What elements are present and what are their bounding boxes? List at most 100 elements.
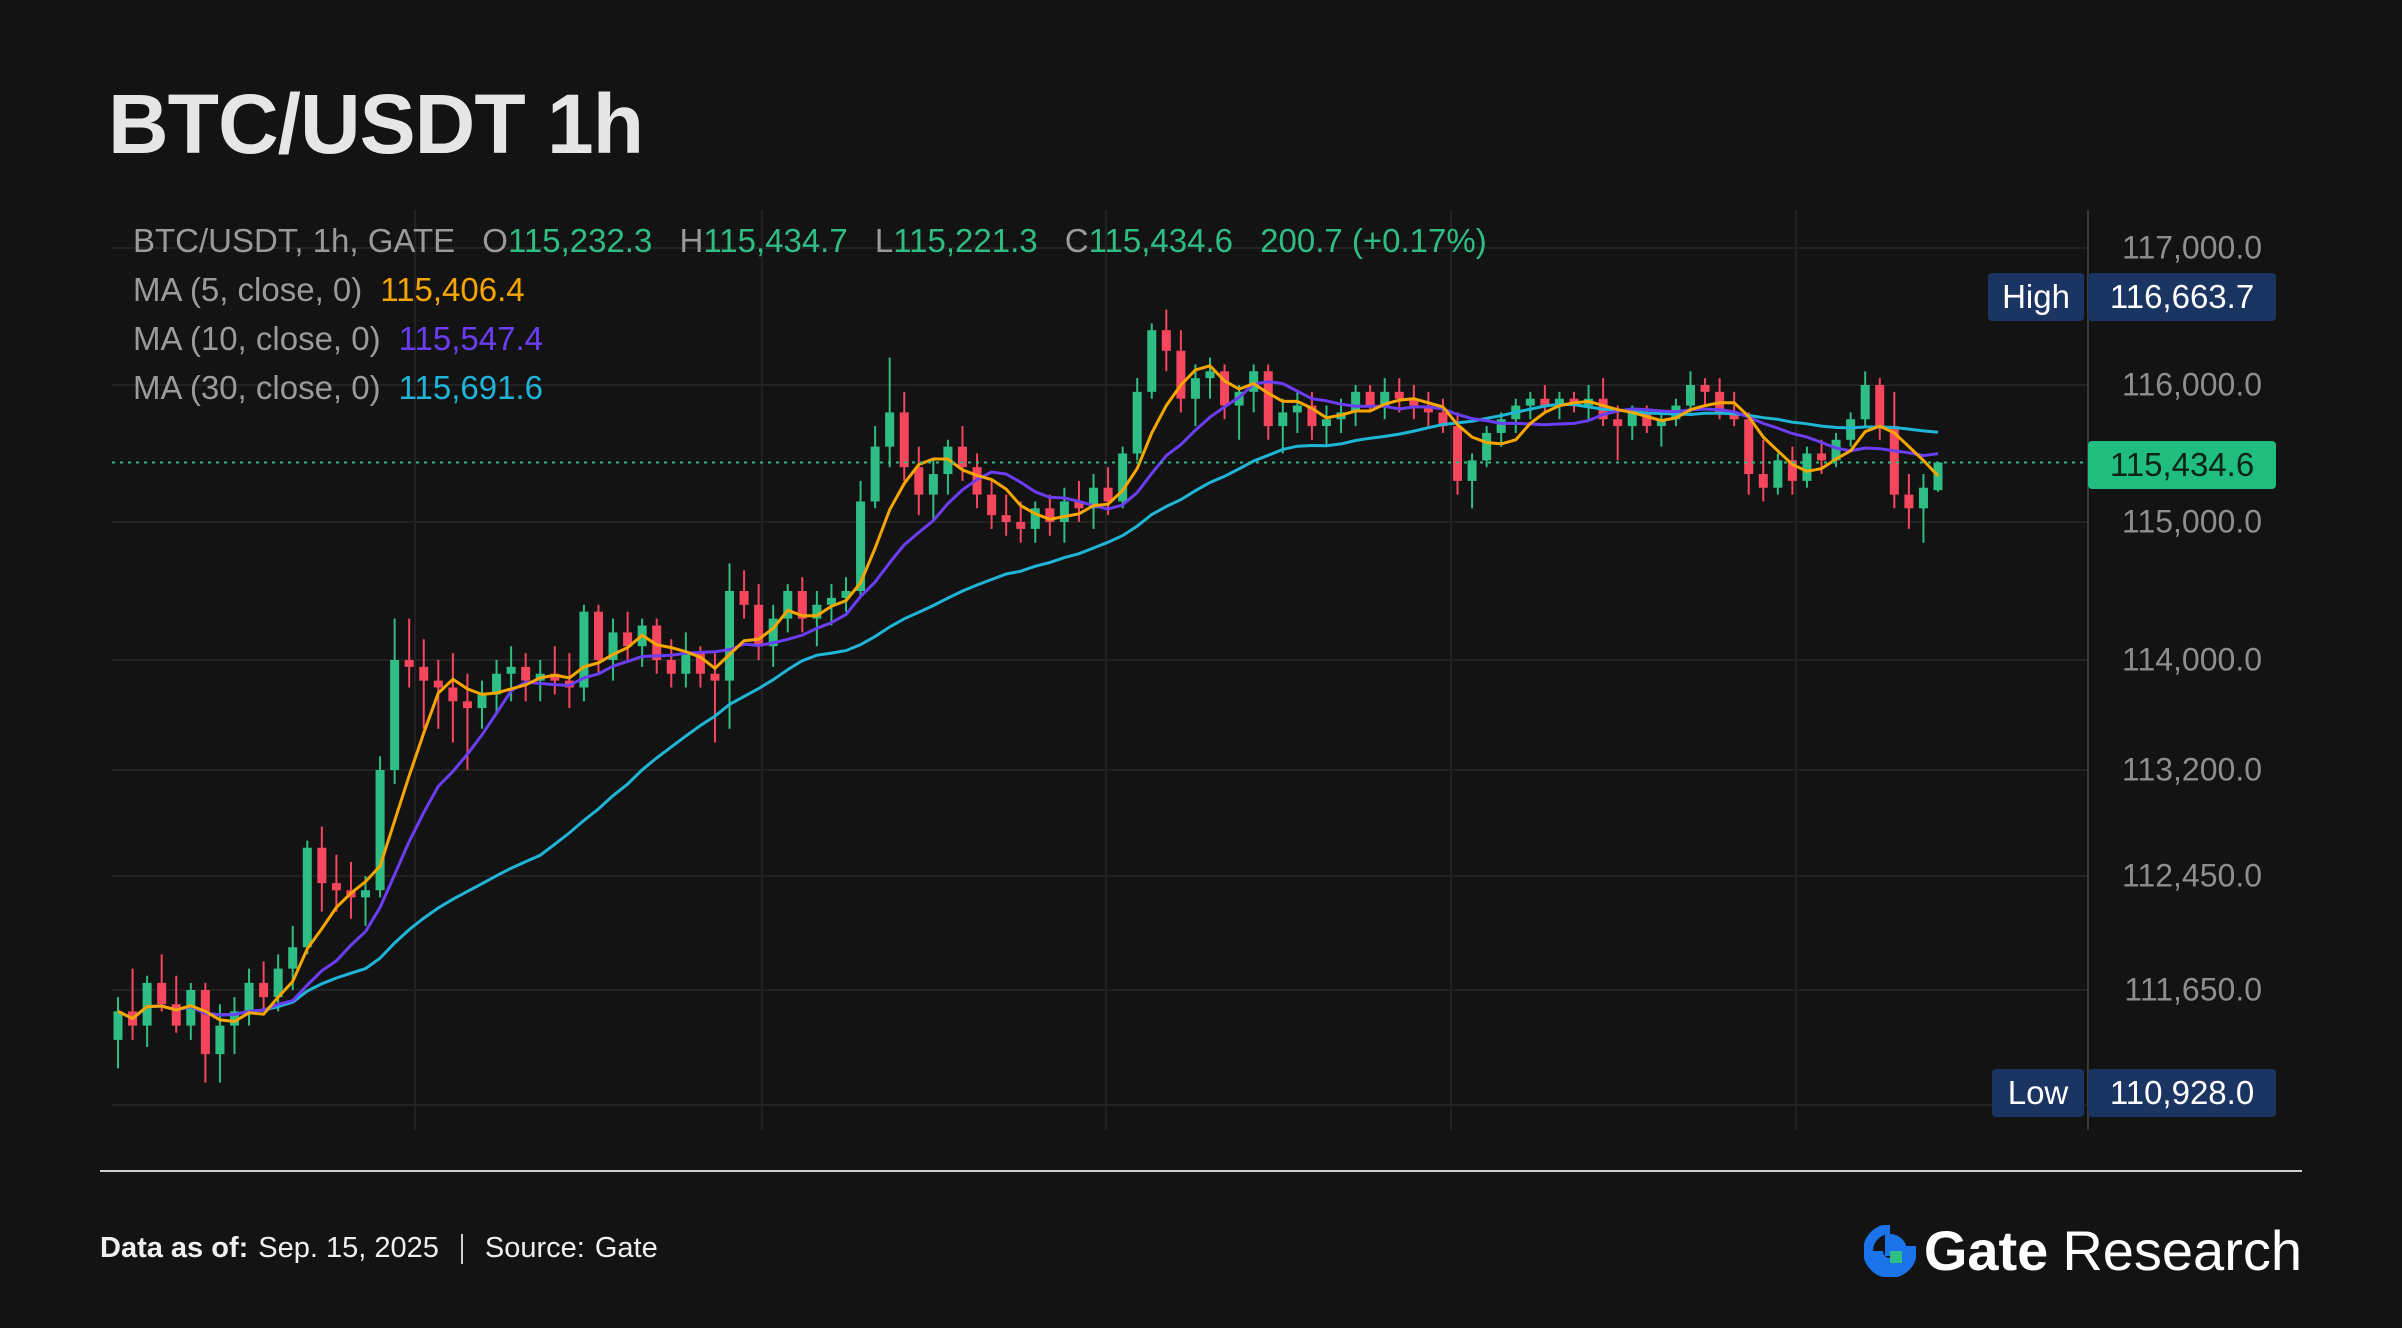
candle-up <box>885 412 895 447</box>
candle-down <box>1700 385 1710 392</box>
candle-up <box>841 591 851 598</box>
brand-gate: Gate <box>1923 1219 2049 1282</box>
candle-down <box>259 982 269 998</box>
candle-up <box>1380 391 1390 406</box>
candle-up <box>1685 385 1695 406</box>
candle-down <box>1729 412 1739 420</box>
candle-down <box>695 653 705 674</box>
candle-down <box>1103 487 1113 502</box>
high-tag-value: 116,663.7 <box>2088 273 2276 321</box>
candle-down <box>710 673 720 681</box>
candle-down <box>521 666 531 681</box>
candle-up <box>1249 371 1259 392</box>
legend-close-label: C <box>1064 222 1089 259</box>
candle-down <box>754 604 764 647</box>
candle-down <box>157 982 167 1005</box>
y-tick-label: 114,000.0 <box>2122 641 2262 678</box>
candle-up <box>1831 439 1841 461</box>
candle-up <box>1132 391 1142 454</box>
gate-logo-icon <box>1863 1224 1916 1277</box>
candle-down <box>1904 494 1914 509</box>
candle-up <box>1918 487 1928 509</box>
candle-up <box>1656 419 1666 427</box>
candle-up <box>492 673 502 695</box>
candle-down <box>797 591 807 619</box>
candle-up <box>768 618 778 647</box>
y-tick-label: 112,450.0 <box>2122 857 2262 894</box>
candle-down <box>914 467 924 495</box>
candle-down <box>1875 385 1885 427</box>
candle-down <box>462 701 472 709</box>
y-tick-label: 117,000.0 <box>2122 229 2262 266</box>
low-tag-label: Low <box>1992 1069 2084 1117</box>
price-chart[interactable] <box>0 0 2402 1160</box>
candle-up <box>870 446 880 502</box>
candle-up <box>1846 419 1856 440</box>
ma30-value: 115,691.6 <box>398 369 543 406</box>
legend-high-label: H <box>679 222 704 259</box>
candle-up <box>1554 398 1564 406</box>
candle-up <box>506 666 516 674</box>
ma5-line <box>117 364 1940 1023</box>
candle-down <box>171 1004 181 1026</box>
source-value: Gate <box>594 1232 658 1264</box>
ma30-label: MA (30, close, 0) <box>133 369 381 406</box>
candle-up <box>1351 391 1361 413</box>
candle-up <box>288 947 298 969</box>
candle-down <box>200 990 210 1055</box>
candle-up <box>1030 508 1040 529</box>
candle-down <box>623 632 633 647</box>
candle-down <box>404 660 414 667</box>
ma30-legend: MA (30, close, 0) 115,691.6 <box>133 369 543 407</box>
candle-down <box>739 591 749 605</box>
candle-up <box>1627 412 1637 427</box>
candle-down <box>1001 515 1011 522</box>
legend-change: 200.7 (+0.17%) <box>1260 222 1487 259</box>
candle-up <box>1773 460 1783 488</box>
candle-up <box>783 591 793 619</box>
candle-down <box>1394 391 1404 399</box>
legend-low-value: 115,221.3 <box>893 222 1038 259</box>
candle-down <box>1758 474 1768 488</box>
candle-up <box>244 982 254 1012</box>
last-price-tag: 115,434.6 <box>2088 441 2276 489</box>
legend-open-value: 115,232.3 <box>507 222 653 259</box>
candle-up <box>113 1011 123 1040</box>
candle-down <box>1817 453 1827 461</box>
brand-logo: Gate Research <box>1863 1218 2302 1283</box>
candle-up <box>1482 432 1492 461</box>
candle-down <box>1263 371 1273 427</box>
legend-symbol: BTC/USDT, 1h, GATE <box>133 222 456 259</box>
candle-down <box>957 446 967 468</box>
candle-down <box>1453 426 1463 481</box>
candle-down <box>1016 522 1026 529</box>
ma10-line <box>117 380 1939 1021</box>
data-as-of-label: Data as of: <box>100 1232 249 1264</box>
candle-up <box>273 968 283 998</box>
low-tag-value: 110,928.0 <box>2088 1069 2276 1117</box>
candle-up <box>215 1025 225 1055</box>
candle-up <box>302 847 312 948</box>
data-as-of-value: Sep. 15, 2025 <box>258 1232 439 1264</box>
candle-down <box>1744 419 1754 475</box>
candle-up <box>390 660 400 770</box>
legend-close-value: 115,434.6 <box>1088 222 1233 259</box>
candle-up <box>1933 462 1943 491</box>
candle-up <box>1525 398 1535 406</box>
candle-down <box>331 883 341 891</box>
candle-down <box>1176 350 1186 399</box>
candle-up <box>1496 419 1506 433</box>
candle-up <box>928 474 938 495</box>
candle-up <box>229 1011 239 1026</box>
ma10-label: MA (10, close, 0) <box>133 320 381 357</box>
candle-up <box>1292 405 1302 413</box>
ma5-label: MA (5, close, 0) <box>133 271 363 308</box>
candle-up <box>1190 378 1200 399</box>
candle-down <box>1642 412 1652 427</box>
brand-research: Research <box>2062 1219 2302 1282</box>
source-label: Source: <box>484 1232 585 1264</box>
candle-down <box>1889 426 1899 495</box>
y-tick-label: 113,200.0 <box>2122 751 2262 788</box>
candle-down <box>1161 330 1171 351</box>
high-tag-label: High <box>1988 273 2084 321</box>
